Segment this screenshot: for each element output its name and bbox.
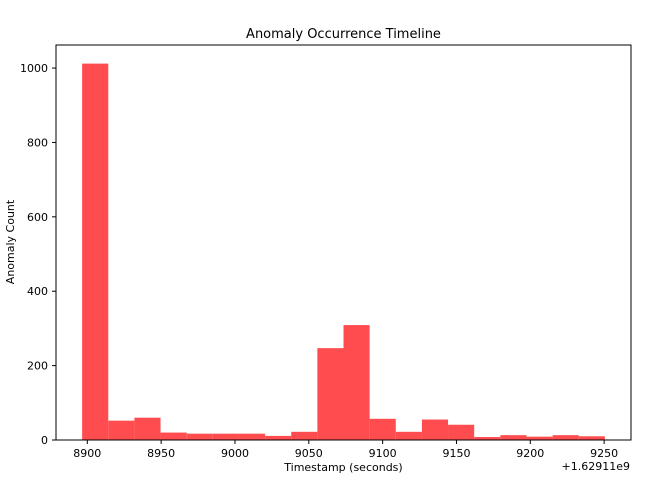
histogram-bar [474,437,501,440]
histogram-bar [395,431,422,440]
x-tick-label: 9050 [295,447,323,460]
histogram-bar [317,348,344,440]
histogram-bar [369,418,396,440]
ticks-group: 8900 8950 9000 9050 9100 9150 9200 9250 0 200 400 6… [20,62,618,460]
histogram-bar [448,424,475,440]
x-axis-label: Timestamp (seconds) [283,461,402,474]
x-tick-label: 8900 [73,447,101,460]
x-tick-label: 9150 [442,447,470,460]
histogram-bar [108,420,135,440]
histogram-bar [134,417,161,440]
y-tick-label: 800 [27,136,48,149]
histogram-bar [291,431,318,440]
x-axis-offset-label: +1.62911e9 [562,460,630,473]
histogram-bar [82,63,109,441]
x-tick-label: 9100 [369,447,397,460]
histogram-bar [526,436,553,440]
y-tick-label: 0 [41,434,48,447]
histogram-bar [160,432,187,440]
histogram-bar [500,435,527,440]
y-tick-label: 600 [27,211,48,224]
histogram-bar [578,436,605,440]
y-tick-label: 400 [27,285,48,298]
histogram-bar [343,325,370,440]
histogram-bar [265,435,292,440]
histogram-bar [212,433,239,440]
x-tick-label: 9000 [221,447,249,460]
histogram-bar [552,435,579,440]
histogram-bar [238,433,266,440]
x-tick-label: 9250 [590,447,618,460]
histogram-bar [421,419,449,440]
chart-title: Anomaly Occurrence Timeline [246,27,441,42]
histogram-bar [186,433,213,440]
x-tick-label: 8950 [147,447,175,460]
plot-area-frame [55,44,632,441]
bars-group [82,63,605,441]
y-axis-label: Anomaly Count [4,199,17,284]
x-tick-label: 9200 [516,447,544,460]
y-tick-label: 200 [27,360,48,373]
y-tick-label: 1000 [20,62,48,75]
